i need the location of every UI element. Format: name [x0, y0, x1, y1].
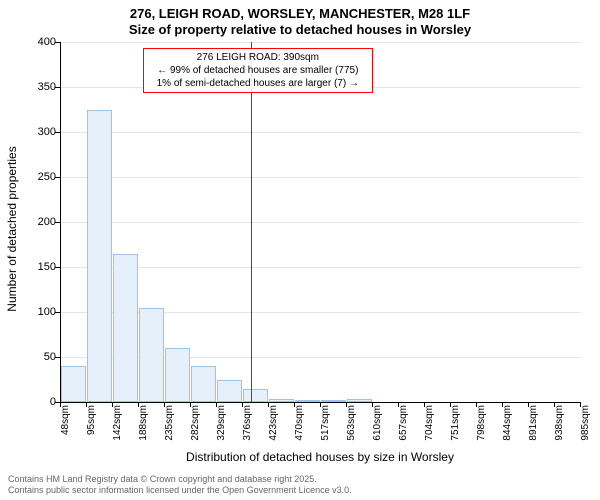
x-tick-label: 470sqm [294, 405, 305, 455]
bar [165, 348, 190, 402]
x-tick-label: 376sqm [242, 405, 253, 455]
y-tick-label: 50 [16, 351, 56, 363]
plot-area: 276 LEIGH ROAD: 390sqm ← 99% of detached… [60, 42, 581, 403]
x-axis-label: Distribution of detached houses by size … [60, 450, 580, 464]
bar [87, 110, 112, 403]
y-tick-label: 350 [16, 81, 56, 93]
x-tick-label: 985sqm [580, 405, 591, 455]
y-tick-label: 300 [16, 126, 56, 138]
bar [347, 399, 372, 402]
x-tick-label: 142sqm [112, 405, 123, 455]
x-tick-label: 610sqm [372, 405, 383, 455]
y-tick-label: 100 [16, 306, 56, 318]
x-tick-label: 938sqm [554, 405, 565, 455]
annotation-line2: ← 99% of detached houses are smaller (77… [150, 64, 366, 77]
bar [243, 389, 268, 403]
bar [113, 254, 138, 403]
x-tick-label: 282sqm [190, 405, 201, 455]
x-tick-label: 95sqm [86, 405, 97, 455]
annotation-box: 276 LEIGH ROAD: 390sqm ← 99% of detached… [143, 48, 373, 93]
chart-container: 276, LEIGH ROAD, WORSLEY, MANCHESTER, M2… [0, 0, 600, 500]
y-tick-label: 250 [16, 171, 56, 183]
y-tick-label: 400 [16, 36, 56, 48]
bar [191, 366, 216, 402]
x-tick-label: 235sqm [164, 405, 175, 455]
x-tick-label: 891sqm [528, 405, 539, 455]
chart-title-line1: 276, LEIGH ROAD, WORSLEY, MANCHESTER, M2… [0, 6, 600, 21]
bar [217, 380, 242, 403]
x-tick-label: 188sqm [138, 405, 149, 455]
bar [321, 400, 346, 402]
footer: Contains HM Land Registry data © Crown c… [8, 474, 352, 496]
x-tick-label: 751sqm [450, 405, 461, 455]
chart-title-line2: Size of property relative to detached ho… [0, 22, 600, 37]
x-tick-label: 563sqm [346, 405, 357, 455]
x-tick-label: 704sqm [424, 405, 435, 455]
x-tick-label: 423sqm [268, 405, 279, 455]
bar [139, 308, 164, 403]
annotation-line1: 276 LEIGH ROAD: 390sqm [150, 51, 366, 64]
x-tick-label: 844sqm [502, 405, 513, 455]
y-tick-label: 200 [16, 216, 56, 228]
footer-line2: Contains public sector information licen… [8, 485, 352, 496]
y-tick-label: 150 [16, 261, 56, 273]
bar [295, 400, 320, 402]
x-tick-label: 517sqm [320, 405, 331, 455]
x-tick-label: 798sqm [476, 405, 487, 455]
annotation-line3: 1% of semi-detached houses are larger (7… [150, 77, 366, 90]
y-tick-label: 0 [16, 396, 56, 408]
x-tick-label: 48sqm [60, 405, 71, 455]
footer-line1: Contains HM Land Registry data © Crown c… [8, 474, 352, 485]
x-tick-label: 657sqm [398, 405, 409, 455]
x-tick-label: 329sqm [216, 405, 227, 455]
bar [61, 366, 86, 402]
bar [269, 399, 294, 402]
